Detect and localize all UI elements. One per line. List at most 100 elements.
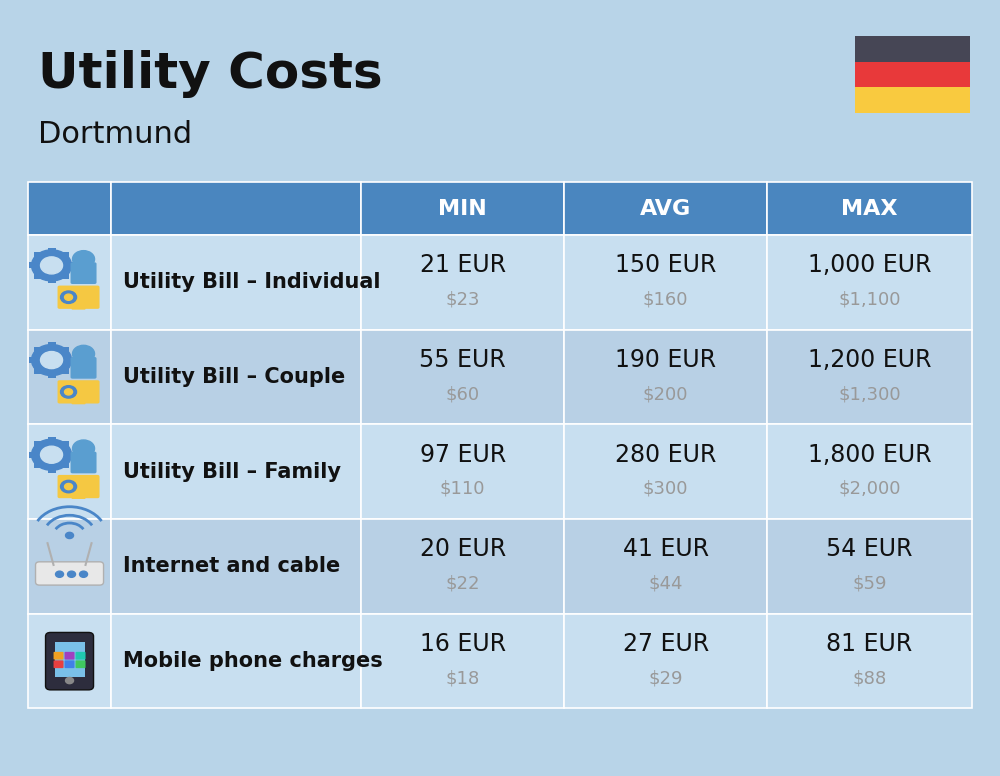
FancyBboxPatch shape [361, 182, 564, 235]
FancyBboxPatch shape [55, 642, 85, 677]
Circle shape [32, 345, 72, 376]
Text: MAX: MAX [841, 199, 898, 219]
FancyBboxPatch shape [67, 357, 75, 363]
Text: $2,000: $2,000 [838, 480, 901, 498]
Circle shape [80, 571, 88, 577]
Text: MIN: MIN [438, 199, 487, 219]
FancyBboxPatch shape [34, 367, 42, 373]
Text: Utility Costs: Utility Costs [38, 50, 383, 99]
Circle shape [41, 257, 63, 274]
FancyBboxPatch shape [767, 235, 972, 330]
FancyBboxPatch shape [28, 235, 111, 330]
Text: $29: $29 [648, 669, 683, 688]
FancyBboxPatch shape [767, 424, 972, 519]
Text: $44: $44 [648, 574, 683, 593]
FancyBboxPatch shape [767, 182, 972, 235]
FancyBboxPatch shape [67, 452, 75, 458]
FancyBboxPatch shape [61, 442, 69, 448]
Text: $88: $88 [852, 669, 887, 688]
FancyBboxPatch shape [29, 262, 37, 268]
Text: Utility Bill – Couple: Utility Bill – Couple [123, 367, 345, 387]
Text: 280 EUR: 280 EUR [615, 443, 716, 466]
FancyBboxPatch shape [564, 519, 767, 614]
FancyBboxPatch shape [48, 372, 56, 378]
FancyBboxPatch shape [564, 235, 767, 330]
FancyBboxPatch shape [46, 632, 94, 690]
FancyBboxPatch shape [855, 87, 970, 113]
FancyBboxPatch shape [29, 357, 37, 363]
Text: 150 EUR: 150 EUR [615, 254, 716, 277]
Circle shape [73, 440, 95, 457]
Text: $300: $300 [643, 480, 688, 498]
Text: 54 EUR: 54 EUR [826, 538, 913, 561]
Circle shape [32, 439, 72, 470]
FancyBboxPatch shape [71, 452, 97, 473]
Text: 16 EUR: 16 EUR [420, 632, 506, 656]
Circle shape [66, 532, 74, 539]
FancyBboxPatch shape [48, 466, 56, 473]
FancyBboxPatch shape [855, 36, 970, 62]
FancyBboxPatch shape [28, 519, 111, 614]
Circle shape [41, 352, 63, 369]
Text: Dortmund: Dortmund [38, 120, 192, 149]
FancyBboxPatch shape [767, 330, 972, 424]
FancyBboxPatch shape [48, 277, 56, 283]
Circle shape [68, 571, 76, 577]
Text: Utility Bill – Family: Utility Bill – Family [123, 462, 341, 482]
Text: 1,200 EUR: 1,200 EUR [808, 348, 931, 372]
FancyBboxPatch shape [58, 286, 100, 309]
FancyBboxPatch shape [111, 519, 361, 614]
FancyBboxPatch shape [361, 614, 564, 708]
FancyBboxPatch shape [48, 437, 56, 443]
FancyBboxPatch shape [58, 380, 100, 404]
FancyBboxPatch shape [61, 252, 69, 258]
FancyBboxPatch shape [767, 614, 972, 708]
Text: 1,000 EUR: 1,000 EUR [808, 254, 931, 277]
FancyBboxPatch shape [71, 357, 97, 379]
FancyBboxPatch shape [564, 182, 767, 235]
Text: Mobile phone charges: Mobile phone charges [123, 651, 383, 671]
Text: 190 EUR: 190 EUR [615, 348, 716, 372]
Text: 21 EUR: 21 EUR [420, 254, 506, 277]
FancyBboxPatch shape [72, 493, 86, 499]
FancyBboxPatch shape [48, 248, 56, 254]
Circle shape [73, 345, 95, 362]
Text: 41 EUR: 41 EUR [623, 538, 709, 561]
FancyBboxPatch shape [54, 652, 64, 660]
Text: $18: $18 [446, 669, 480, 688]
FancyBboxPatch shape [361, 330, 564, 424]
Text: 27 EUR: 27 EUR [623, 632, 709, 656]
FancyBboxPatch shape [28, 614, 111, 708]
FancyBboxPatch shape [564, 614, 767, 708]
FancyBboxPatch shape [58, 475, 100, 498]
FancyBboxPatch shape [564, 330, 767, 424]
Text: Internet and cable: Internet and cable [123, 556, 340, 577]
Circle shape [56, 571, 64, 577]
FancyBboxPatch shape [61, 367, 69, 373]
FancyBboxPatch shape [61, 347, 69, 353]
Text: $200: $200 [643, 385, 688, 404]
FancyBboxPatch shape [855, 62, 970, 87]
FancyBboxPatch shape [34, 272, 42, 279]
FancyBboxPatch shape [67, 262, 75, 268]
FancyBboxPatch shape [29, 452, 37, 458]
FancyBboxPatch shape [111, 614, 361, 708]
FancyBboxPatch shape [564, 424, 767, 519]
FancyBboxPatch shape [65, 652, 75, 660]
Text: 1,800 EUR: 1,800 EUR [808, 443, 931, 466]
Text: $110: $110 [440, 480, 485, 498]
FancyBboxPatch shape [76, 652, 86, 660]
FancyBboxPatch shape [361, 519, 564, 614]
Text: 81 EUR: 81 EUR [826, 632, 913, 656]
FancyBboxPatch shape [71, 262, 97, 284]
FancyBboxPatch shape [28, 424, 111, 519]
FancyBboxPatch shape [36, 562, 104, 585]
FancyBboxPatch shape [34, 442, 42, 448]
Text: Utility Bill – Individual: Utility Bill – Individual [123, 272, 381, 293]
Circle shape [65, 294, 73, 300]
Text: 97 EUR: 97 EUR [420, 443, 506, 466]
Text: $60: $60 [446, 385, 480, 404]
FancyBboxPatch shape [111, 424, 361, 519]
Circle shape [61, 291, 77, 303]
Text: $1,100: $1,100 [838, 290, 901, 309]
